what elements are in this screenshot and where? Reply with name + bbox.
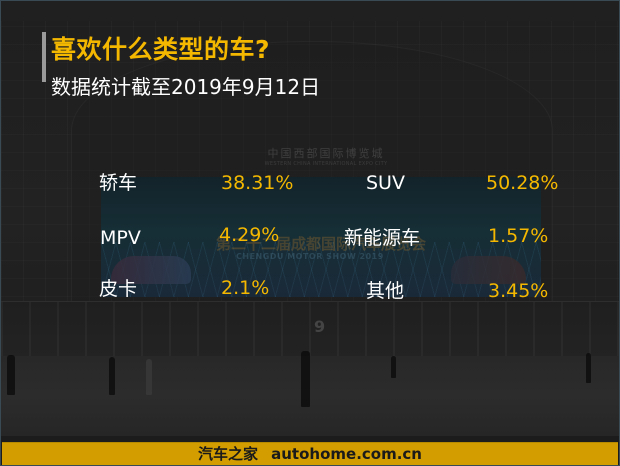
footer-brand: 汽车之家 [198, 445, 259, 463]
page-subtitle: 数据统计截至2019年9月12日 [51, 75, 321, 99]
billboard-subtitle: CHENGDU MOTOR SHOW 2019 [236, 252, 384, 261]
stat-label-mpv: MPV [100, 227, 141, 249]
plaza [1, 356, 619, 436]
stat-label-suv: SUV [366, 172, 405, 194]
billboard-title: 第二十二届成都国际汽车展览会 [216, 235, 427, 253]
billboard-car-right [451, 256, 526, 284]
building-sign-chinese: 中国西部国际博览城 [267, 147, 385, 160]
pedestrian [391, 356, 396, 378]
stat-value-mpv: 4.29% [219, 224, 280, 246]
building-sign-english: WESTERN CHINA INTERNATIONAL EXPO CITY [264, 161, 388, 167]
stat-value-pickup: 2.1% [221, 277, 270, 299]
billboard-car-left [111, 256, 191, 284]
footer-url: autohome.com.cn [271, 445, 422, 463]
pedestrian [146, 359, 152, 395]
pedestrian [7, 355, 15, 395]
title-accent-bar [42, 32, 46, 82]
page-title: 喜欢什么类型的车? [51, 35, 271, 64]
pedestrian [586, 353, 591, 383]
pedestrian [301, 351, 310, 407]
hall-number: 9 [314, 317, 326, 336]
stat-value-suv: 50.28% [486, 172, 559, 194]
stat-label-sedan: 轿车 [99, 172, 138, 194]
building-facade [1, 301, 619, 357]
stat-value-new-energy: 1.57% [488, 225, 549, 247]
building-sign: 中国西部国际博览城 WESTERN CHINA INTERNATIONAL EX… [251, 145, 401, 167]
stat-label-pickup: 皮卡 [99, 278, 138, 300]
footer-banner: 汽车之家 autohome.com.cn [2, 442, 618, 465]
stat-value-sedan: 38.31% [221, 172, 294, 194]
pedestrian [109, 357, 115, 395]
stat-label-other: 其他 [366, 280, 405, 302]
stat-label-new-energy: 新能源车 [344, 227, 421, 249]
stat-value-other: 3.45% [488, 280, 549, 302]
